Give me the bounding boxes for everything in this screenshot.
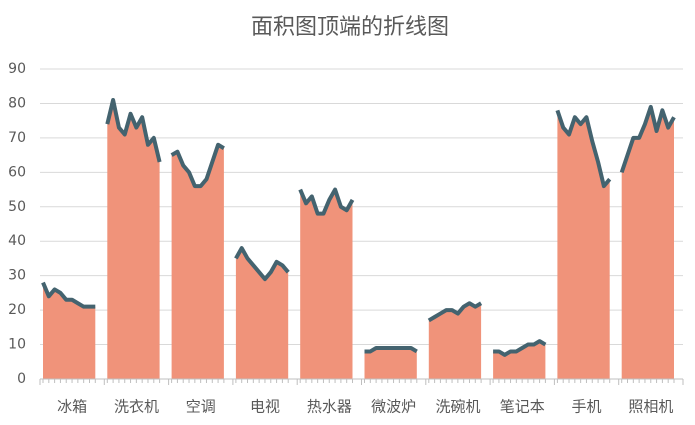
- x-tick-label: 热水器: [307, 398, 352, 416]
- area: [107, 100, 160, 379]
- x-tick-label: 电视: [250, 398, 280, 416]
- top-line: [427, 301, 483, 323]
- chart-title: 面积图顶端的折线图: [251, 15, 449, 40]
- area: [428, 303, 482, 379]
- top-line: [619, 104, 676, 173]
- x-tick-label: 手机: [572, 398, 602, 416]
- x-tick-label: 冰箱: [57, 398, 87, 416]
- area: [364, 348, 417, 379]
- x-tick-label: 照相机: [628, 398, 673, 416]
- y-tick-label: 20: [8, 302, 26, 318]
- y-tick-label: 50: [8, 199, 26, 215]
- x-tick-label: 洗衣机: [114, 398, 159, 416]
- top-line: [298, 187, 355, 216]
- y-tick-label: 0: [17, 371, 26, 387]
- area: [171, 144, 224, 379]
- top-line: [105, 98, 162, 163]
- y-tick-label: 70: [8, 130, 26, 146]
- y-tick-label: 80: [8, 95, 26, 111]
- y-tick-label: 10: [8, 337, 26, 353]
- area: [557, 110, 610, 379]
- area: [621, 106, 674, 379]
- x-tick-label: 洗碗机: [435, 398, 480, 416]
- top-line: [170, 142, 225, 189]
- area: [300, 189, 353, 379]
- x-tick-label: 空调: [186, 398, 216, 416]
- x-tick-label: 微波炉: [371, 398, 416, 416]
- top-line: [41, 281, 96, 309]
- area: [493, 341, 546, 379]
- top-line: [234, 246, 290, 282]
- y-tick-label: 60: [8, 164, 26, 180]
- y-tick-label: 90: [8, 61, 26, 77]
- top-line: [493, 339, 547, 357]
- y-tick-label: 40: [8, 233, 26, 249]
- area: [235, 248, 289, 379]
- top-line: [555, 109, 612, 189]
- top-line: [364, 346, 418, 354]
- y-tick-label: 30: [8, 268, 26, 284]
- x-tick-label: 笔记本: [500, 398, 545, 416]
